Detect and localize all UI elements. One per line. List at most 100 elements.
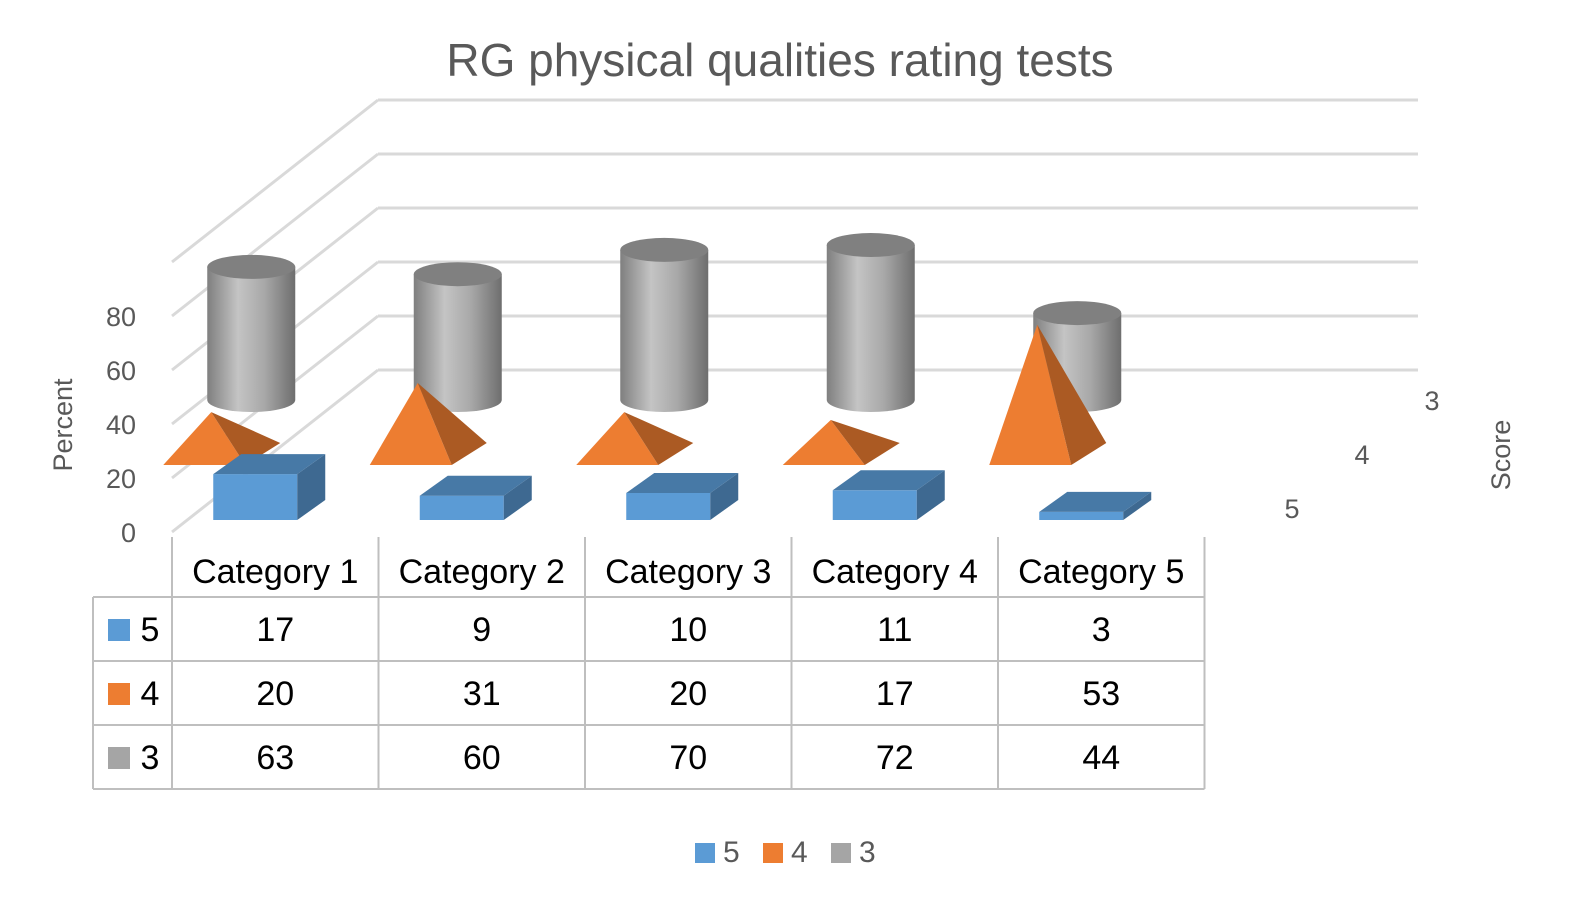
cylinder-top (826, 233, 915, 258)
cylinder-top (1033, 301, 1122, 326)
table-header-cell: Category 5 (1018, 553, 1184, 591)
mark-cylinder-series-3-category-4 (826, 233, 915, 413)
table-value-cell: 70 (669, 739, 707, 777)
table-value-cell: 9 (472, 611, 491, 649)
table-value-cell: 20 (256, 675, 294, 713)
legend-label: 4 (791, 836, 808, 869)
y-axis-ticks: 0 20 40 60 80 (106, 302, 136, 548)
table-value-cell: 72 (876, 739, 914, 777)
box-top (213, 454, 326, 475)
depth-tick-label: 5 (1284, 494, 1299, 524)
mark-box-series-5-category-2 (419, 475, 532, 520)
table-series-label: 3 (141, 739, 160, 777)
box-top (1039, 491, 1152, 512)
table-value-cell: 31 (463, 675, 501, 713)
mark-pyramid-series-4-category-3 (576, 412, 694, 465)
legend-label: 3 (859, 836, 876, 869)
table-series-label: 5 (141, 611, 160, 649)
table-series-label: 4 (141, 675, 160, 713)
gridline-side (171, 368, 379, 534)
table-legend-key (108, 747, 130, 769)
y-tick-label: 60 (106, 356, 136, 386)
gridlines (171, 98, 1418, 534)
pyramid-front (369, 382, 452, 465)
table-value-cell: 17 (256, 611, 294, 649)
box-side (503, 475, 532, 520)
cylinder-top (620, 237, 709, 262)
table-header-cell: Category 1 (192, 553, 358, 591)
box-top (832, 470, 945, 491)
table-value-cell: 10 (669, 611, 707, 649)
chart-title: RG physical qualities rating tests (446, 34, 1113, 86)
box-top (626, 473, 739, 493)
table-legend-key (108, 619, 130, 641)
mark-pyramid-series-4-category-5 (989, 324, 1107, 465)
cylinder-top (413, 262, 502, 287)
mark-box-series-5-category-5 (1039, 491, 1152, 520)
pyramid-front (782, 420, 865, 465)
table-legend-key (108, 683, 130, 705)
table-value-cell: 60 (463, 739, 501, 777)
mark-cylinder-series-3-category-1 (207, 254, 296, 413)
table-header-cell: Category 4 (812, 553, 978, 591)
cylinder-top (207, 254, 296, 279)
box-front (419, 495, 504, 520)
box-front (1039, 511, 1124, 520)
mark-cylinder-series-3-category-2 (413, 262, 502, 413)
depth-tick-label: 4 (1354, 440, 1369, 470)
table-value-cell: 11 (877, 611, 912, 649)
y-tick-label: 0 (121, 518, 136, 548)
y-tick-label: 80 (106, 302, 136, 332)
mark-pyramid-series-4-category-4 (782, 420, 900, 465)
legend-swatch (695, 843, 715, 863)
depth-axis-ticks: 5 4 3 (1284, 386, 1439, 524)
y-tick-label: 20 (106, 464, 136, 494)
box-side (297, 454, 326, 520)
table-value-cell: 63 (256, 739, 294, 777)
legend-swatch (763, 843, 783, 863)
legend-label: 5 (723, 836, 740, 869)
pyramid-side (624, 412, 694, 465)
table-value-cell: 53 (1082, 675, 1120, 713)
depth-axis-label: Score (1486, 420, 1516, 491)
cylinder-body (207, 266, 296, 413)
pyramid-side (211, 412, 281, 465)
gridline-side (171, 98, 379, 264)
cylinder-body (620, 249, 709, 413)
cylinder-body (826, 245, 915, 413)
box-side (916, 470, 945, 520)
mark-cylinder-series-3-category-3 (620, 237, 709, 413)
table-value-cell: 17 (876, 675, 914, 713)
gridline-side (171, 152, 379, 318)
legend: 5 4 3 (695, 836, 876, 869)
box-top (419, 475, 532, 496)
cylinder-body (413, 274, 502, 413)
box-front (213, 474, 298, 520)
box-front (832, 490, 917, 520)
pyramid-front (163, 412, 246, 465)
y-axis-label: Percent (48, 378, 78, 472)
data-table: Category 1 Category 2 Category 3 Category 4… (92, 537, 1206, 790)
mark-pyramid-series-4-category-2 (369, 382, 487, 465)
pyramid-front (576, 412, 659, 465)
mark-box-series-5-category-1 (213, 454, 326, 520)
table-header-cell: Category 2 (399, 553, 565, 591)
pyramid-front (989, 324, 1072, 465)
mark-pyramid-series-4-category-1 (163, 412, 281, 465)
box-side (1123, 491, 1152, 520)
box-side (710, 473, 739, 520)
table-value-cell: 20 (669, 675, 707, 713)
mark-box-series-5-category-3 (626, 473, 739, 520)
data-marks (163, 233, 1152, 520)
mark-box-series-5-category-4 (832, 470, 945, 520)
y-tick-label: 40 (106, 410, 136, 440)
table-value-cell: 44 (1082, 739, 1120, 777)
table-header-cell: Category 3 (605, 553, 771, 591)
depth-tick-label: 3 (1424, 386, 1439, 416)
pyramid-side (417, 382, 487, 465)
legend-swatch (831, 843, 851, 863)
box-front (626, 493, 711, 520)
table-value-cell: 3 (1092, 611, 1111, 649)
pyramid-side (1037, 324, 1107, 465)
